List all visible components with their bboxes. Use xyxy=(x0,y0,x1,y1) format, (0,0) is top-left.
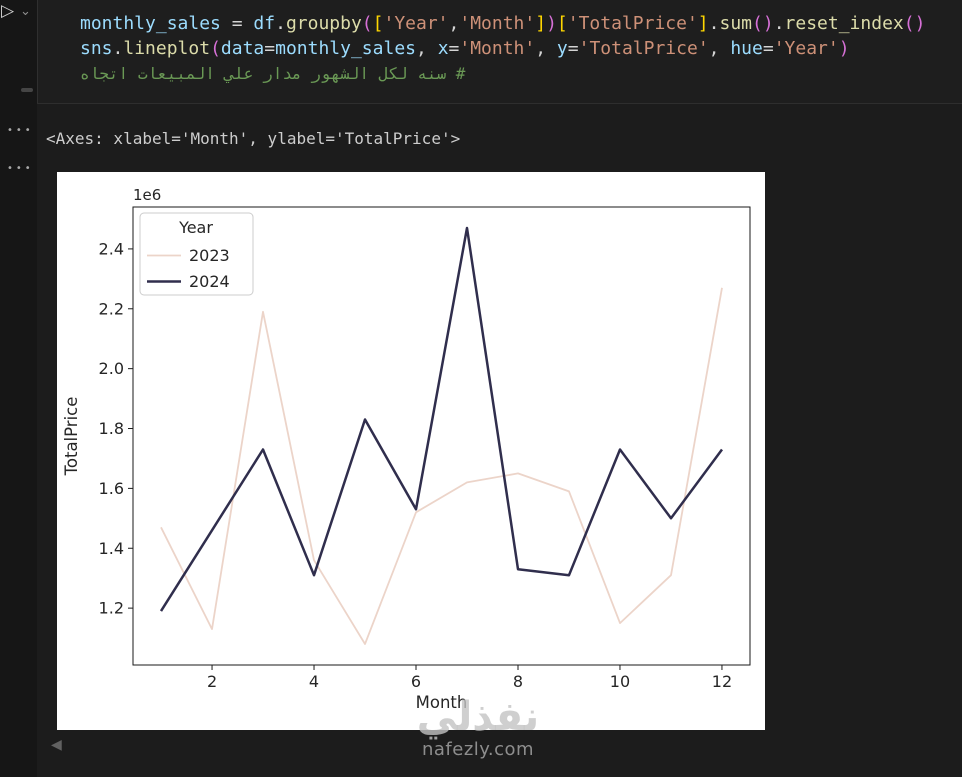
code-token: 'Year' xyxy=(773,38,839,59)
legend-title: Year xyxy=(178,218,213,237)
y-tick-label: 2.0 xyxy=(99,359,124,378)
code-token: = xyxy=(220,13,254,34)
code-token: 'TotalPrice' xyxy=(578,38,709,59)
code-token: ] xyxy=(535,13,547,34)
code-token: monthly_sales xyxy=(275,38,416,59)
code-token: . xyxy=(275,13,286,34)
code-token: data xyxy=(220,38,265,59)
line-2024 xyxy=(159,226,724,612)
code-token: sum xyxy=(719,13,752,34)
code-token: , xyxy=(448,13,460,34)
code-token: () xyxy=(752,13,774,34)
code-token: = xyxy=(567,38,579,59)
code-token: = xyxy=(762,38,774,59)
code-token: ) xyxy=(838,38,850,59)
code-token: [ xyxy=(372,13,384,34)
y-tick-label: 1.8 xyxy=(99,419,124,438)
code-token: [ xyxy=(556,13,568,34)
code-line[interactable]: اتجاه‎ المبيعات‎ علي‎ مدار‎ الشهور‎ لكل‎… xyxy=(80,61,962,86)
code-token: 'Month' xyxy=(459,38,536,59)
code-token: , xyxy=(708,38,731,59)
x-tick-label: 6 xyxy=(411,672,421,691)
code-token: 'Year' xyxy=(383,13,449,34)
code-token: ( xyxy=(361,13,373,34)
code-token: () xyxy=(903,13,926,34)
y-offset-label: 1e6 xyxy=(133,186,161,204)
output-menu-icon[interactable]: ••• xyxy=(7,125,34,136)
code-token: . xyxy=(773,13,785,34)
code-token: , xyxy=(535,38,557,59)
code-token: df xyxy=(253,13,276,34)
chart-figure: 1.2 1.4 1.6 1.8 2.0 2.2 2.4 2 4 6 8 10 12 1e6 Month Tot… xyxy=(57,172,765,730)
x-tick-label: 2 xyxy=(207,672,217,691)
x-tick-label: 12 xyxy=(712,672,732,691)
y-tick-label: 1.4 xyxy=(99,539,124,558)
code-token: = xyxy=(264,38,276,59)
code-token: . xyxy=(112,38,124,59)
legend-label: 2024 xyxy=(189,272,230,291)
y-tick-label: 2.2 xyxy=(99,299,124,318)
legend-label: 2023 xyxy=(189,246,230,265)
code-token: 'Month' xyxy=(459,13,536,34)
x-axis-label: Month xyxy=(416,693,468,712)
chevron-down-icon[interactable]: ⌄ xyxy=(20,4,31,19)
run-cell-icon[interactable]: ▷ xyxy=(1,1,15,21)
watermark-site: nafezly.com xyxy=(421,739,535,760)
code-token: x xyxy=(437,38,449,59)
y-tick-label: 1.2 xyxy=(99,599,124,618)
code-token: ] xyxy=(697,13,709,34)
code-token: sns xyxy=(80,38,113,59)
code-editor[interactable]: monthly_sales = df.groupby(['Year','Mont… xyxy=(37,0,962,104)
code-token: = xyxy=(448,38,460,59)
code-token: lineplot xyxy=(123,38,211,59)
x-tick-label: 10 xyxy=(610,672,630,691)
sales-line-chart: 1.2 1.4 1.6 1.8 2.0 2.2 2.4 2 4 6 8 10 12 1e6 Month Tot… xyxy=(62,186,751,712)
code-token: ) xyxy=(546,13,557,34)
notebook-gutter xyxy=(0,0,37,777)
line-2023 xyxy=(160,287,723,645)
code-line[interactable]: monthly_sales = df.groupby(['Year','Mont… xyxy=(80,11,962,36)
y-tick-label: 2.4 xyxy=(99,239,124,258)
code-token: y xyxy=(556,38,568,59)
code-comment: اتجاه‎ المبيعات‎ علي‎ مدار‎ الشهور‎ لكل‎… xyxy=(80,64,466,83)
code-token: groupby xyxy=(285,13,362,34)
code-token: reset_index xyxy=(784,13,904,34)
code-token: 'TotalPrice' xyxy=(567,13,698,34)
code-token: monthly_sales xyxy=(80,13,221,34)
output-menu-icon[interactable]: ••• xyxy=(7,163,34,174)
code-token: hue xyxy=(730,38,763,59)
cell-output-text: <Axes: xlabel='Month', ylabel='TotalPric… xyxy=(46,129,461,148)
code-token: , xyxy=(416,38,438,59)
legend-box xyxy=(139,212,254,296)
code-token: ( xyxy=(210,38,221,59)
code-token: . xyxy=(708,13,720,34)
x-tick-label: 4 xyxy=(309,672,319,691)
back-arrow-icon[interactable]: ◀ xyxy=(51,737,62,753)
code-line[interactable]: sns.lineplot(data=monthly_sales, x='Mont… xyxy=(80,36,962,61)
axes-frame xyxy=(132,206,751,666)
y-axis-label: TotalPrice xyxy=(62,397,81,477)
cell-scrollbar-handle[interactable] xyxy=(21,88,33,92)
y-tick-label: 1.6 xyxy=(99,479,124,498)
x-tick-label: 8 xyxy=(513,672,523,691)
